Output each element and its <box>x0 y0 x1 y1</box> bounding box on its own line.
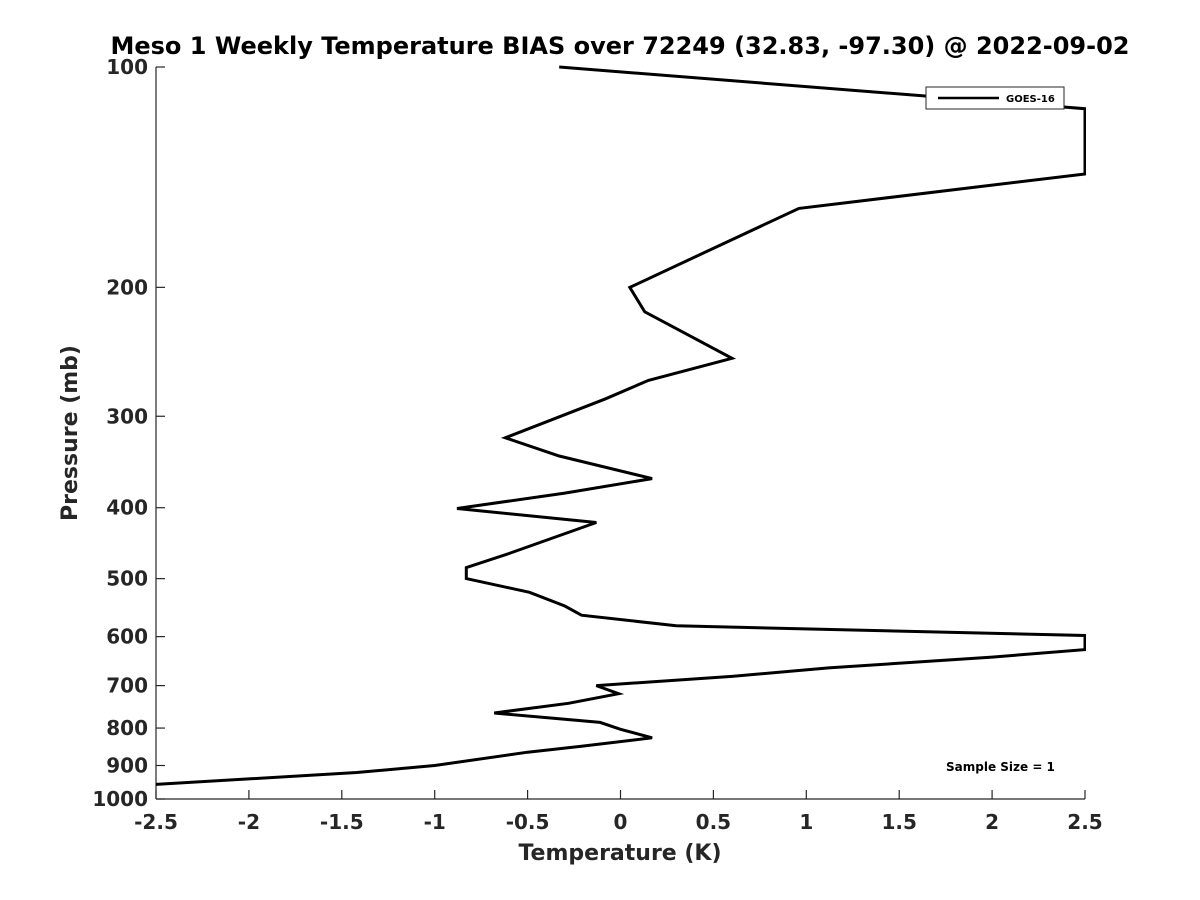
series-layer <box>156 65 1086 786</box>
x-tick-label: -2 <box>238 810 260 834</box>
sample-size-annotation: Sample Size = 1 <box>946 760 1055 774</box>
x-tick-label: -1 <box>424 810 446 834</box>
y-tick-label: 1000 <box>92 787 148 811</box>
y-tick-label: 200 <box>106 275 148 299</box>
x-tick-label: -2.5 <box>134 810 178 834</box>
x-tick-label: -0.5 <box>506 810 550 834</box>
y-axis-ticks: 100 200 300 400 500 600 700 800 900 1000 <box>92 55 165 811</box>
chart-title: Meso 1 Weekly Temperature BIAS over 7224… <box>110 32 1129 60</box>
x-tick-label: -1.5 <box>320 810 364 834</box>
x-tick-label: 2 <box>985 810 999 834</box>
x-axis-ticks: -2.5 -2 -1.5 -1 -0.5 0 0.5 1 1.5 2 2.5 <box>134 790 1103 834</box>
y-tick-label: 500 <box>106 567 148 591</box>
y-tick-label: 300 <box>106 404 148 428</box>
y-tick-label: 900 <box>106 754 148 778</box>
x-tick-label: 0 <box>614 810 628 834</box>
series-line-goes-16 <box>156 65 1086 786</box>
x-tick-label: 0.5 <box>696 810 731 834</box>
y-axis-label: Pressure (mb) <box>58 345 83 521</box>
y-tick-label: 400 <box>106 496 148 520</box>
y-tick-label: 100 <box>106 55 148 79</box>
legend: GOES-16 <box>925 86 1065 110</box>
x-tick-label: 1 <box>799 810 813 834</box>
legend-entry-goes-16: GOES-16 <box>1006 94 1055 105</box>
plot-area <box>156 67 1085 799</box>
y-tick-label: 700 <box>106 674 148 698</box>
x-axis-label: Temperature (K) <box>518 841 721 866</box>
x-tick-label: 1.5 <box>881 810 916 834</box>
y-tick-label: 800 <box>106 716 148 740</box>
y-tick-label: 600 <box>106 625 148 649</box>
x-tick-label: 2.5 <box>1067 810 1102 834</box>
